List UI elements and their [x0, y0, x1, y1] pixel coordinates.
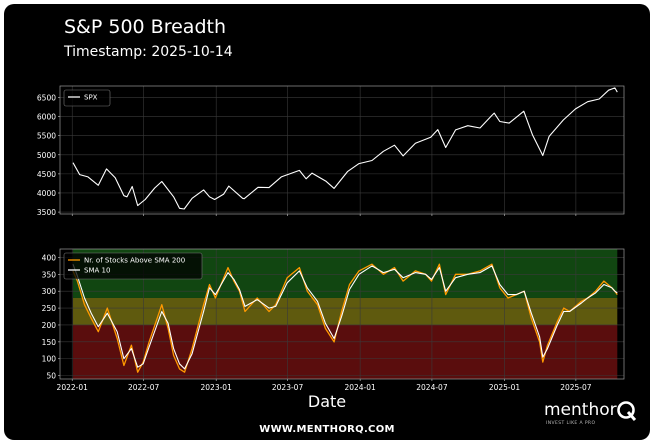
legend-entry: Nr. of Stocks Above SMA 200 [84, 257, 185, 265]
y-tick-label: 5000 [37, 151, 56, 160]
x-tick-label: 2023-01 [201, 383, 233, 392]
x-tick-label: 2023-07 [272, 383, 304, 392]
menthorq-logo: menthor INVEST LIKE A PRO [544, 400, 644, 430]
legend-entry: SMA 10 [84, 267, 110, 275]
chart-title: S&P 500 Breadth [64, 16, 226, 38]
y-tick-label: 50 [46, 372, 56, 381]
legend-box [63, 252, 203, 280]
x-tick-label: 2022-07 [128, 383, 160, 392]
legend-entry: SPX [84, 94, 98, 102]
y-tick-label: 400 [42, 253, 57, 262]
x-tick-label: 2022-01 [57, 383, 89, 392]
breadth-panel: 50 100 150 200 250 300 350 400 2022-01 2022-07 202… [42, 248, 625, 392]
chart-timestamp: Timestamp: 2025-10-14 [64, 44, 233, 60]
series-line-spx [72, 87, 618, 210]
chart-card: S&P 500 Breadth Timestamp: 2025-10-14 35… [4, 4, 650, 440]
plot-frame [59, 248, 625, 380]
logo-tagline: INVEST LIKE A PRO [546, 421, 596, 426]
x-tick-label: 2024-01 [344, 383, 376, 392]
y-tick-label: 250 [42, 304, 57, 313]
logo-wordmark: menthor [544, 400, 617, 420]
website-link[interactable]: WWW.MENTHORQ.COM [259, 424, 395, 435]
x-tick-label: 2025-07 [560, 383, 592, 392]
x-tick-label: 2024-07 [416, 383, 448, 392]
breadth-zone-1 [73, 297, 618, 325]
y-tick-label: 100 [42, 355, 57, 364]
y-tick-label: 3500 [37, 208, 56, 217]
y-tick-label: 6000 [37, 113, 56, 122]
x-axis-label: Date [307, 392, 347, 411]
y-tick-label: 5500 [37, 132, 56, 141]
x-tick-label: 2025-01 [489, 383, 521, 392]
q-logo-icon [617, 401, 637, 421]
y-tick-label: 4500 [37, 170, 56, 179]
y-tick-label: 150 [42, 338, 57, 347]
plot-frame [59, 85, 625, 215]
y-tick-label: 4000 [37, 189, 56, 198]
spx-panel: 3500 4000 4500 5000 5500 6000 6500 SPX [37, 85, 625, 217]
chart-canvas: 3500 4000 4500 5000 5500 6000 6500 SPX 50 100 150… [37, 85, 625, 392]
legend-box [63, 89, 111, 107]
y-tick-label: 300 [42, 287, 57, 296]
breadth-zone-2 [73, 324, 618, 379]
y-tick-label: 350 [42, 270, 57, 279]
y-tick-label: 6500 [37, 93, 56, 102]
series-line-sma-10 [72, 264, 618, 370]
y-tick-label: 200 [42, 321, 57, 330]
